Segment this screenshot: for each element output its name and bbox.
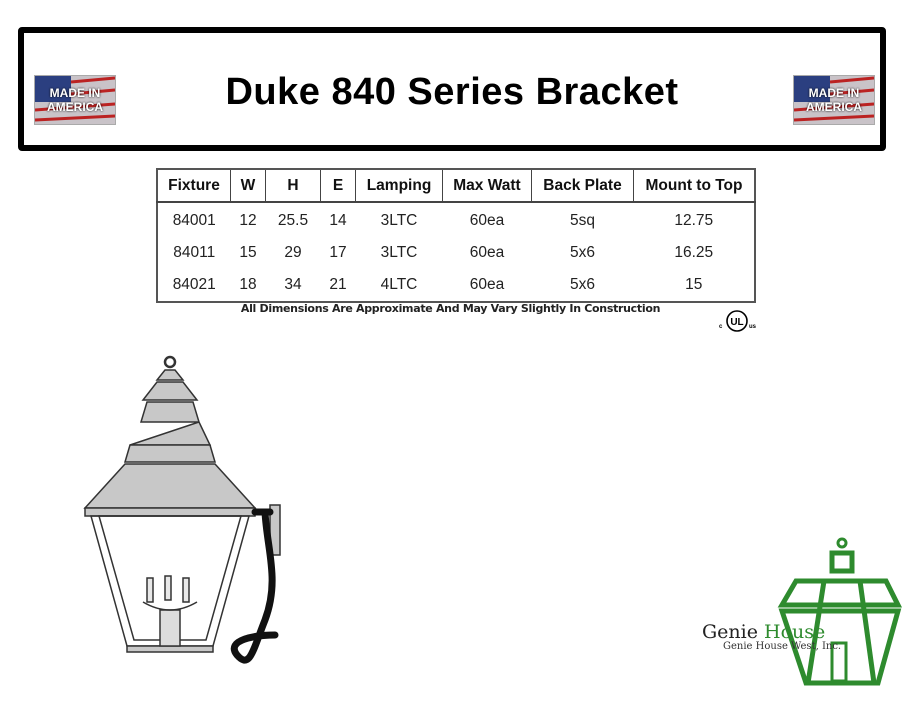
cell: 4LTC	[380, 276, 418, 293]
cell: 60ea	[469, 244, 505, 261]
svg-text:UL: UL	[730, 317, 743, 328]
svg-text:us: us	[749, 324, 757, 330]
cell: 12	[239, 212, 257, 229]
cell: 60ea	[469, 212, 505, 229]
table-row: 84001 12 25.5 14 3LTC 60ea 5sq 12.75	[157, 202, 755, 237]
col-w: W	[230, 168, 266, 203]
page-title: Duke 840 Series Bracket	[225, 71, 679, 113]
dimensions-note: All Dimensions Are Approximate And May V…	[240, 302, 661, 315]
cell: 14	[329, 212, 347, 229]
cell: 84001	[172, 212, 216, 229]
col-h: H	[265, 168, 321, 203]
cell: 5x6	[570, 276, 595, 293]
cell: 3LTC	[380, 244, 418, 261]
cell: 84011	[173, 244, 216, 261]
cell: 5sq	[570, 212, 595, 229]
svg-text:c: c	[719, 324, 723, 330]
cell: 17	[329, 244, 347, 261]
spec-table: Fixture W H E Lamping Max Watt Back Plat…	[156, 168, 756, 303]
cell: 18	[239, 276, 257, 293]
genie-house-lantern-logo	[777, 537, 903, 686]
cell: 25.5	[277, 212, 309, 229]
cell: 21	[329, 276, 347, 293]
ul-certification-icon: UL c us	[719, 310, 757, 332]
table-row: 84021 18 34 21 4LTC 60ea 5x6 15	[157, 269, 755, 302]
cell: 15	[685, 276, 703, 293]
cell: 16.25	[674, 244, 714, 261]
cell: 3LTC	[380, 212, 418, 229]
col-max-watt: Max Watt	[442, 168, 532, 203]
cell: 12.75	[674, 212, 714, 229]
cell: 15	[239, 244, 257, 261]
col-mount-to-top: Mount to Top	[633, 168, 756, 203]
title-box: MADE IN AMERICA Duke 840 Series Bracket …	[18, 27, 886, 151]
made-in-america-badge-right: MADE IN AMERICA	[793, 75, 875, 125]
col-e: E	[320, 168, 356, 203]
cell: 34	[284, 276, 302, 293]
cell: 29	[284, 244, 302, 261]
col-back-plate: Back Plate	[531, 168, 634, 203]
brand-name: Genie House	[702, 621, 826, 643]
cell: 84021	[172, 276, 216, 293]
brand-subtitle: Genie House West, Inc.	[723, 641, 842, 652]
col-lamping: Lamping	[355, 168, 443, 203]
col-fixture: Fixture	[156, 168, 231, 203]
lantern-drawing	[83, 355, 281, 664]
table-header-row: Fixture W H E Lamping Max Watt Back Plat…	[156, 168, 756, 203]
cell: 5x6	[570, 244, 595, 261]
table-row: 84011 15 29 17 3LTC 60ea 5x6 16.25	[157, 237, 755, 269]
cell: 60ea	[469, 276, 505, 293]
made-in-america-badge-left: MADE IN AMERICA	[34, 75, 116, 125]
